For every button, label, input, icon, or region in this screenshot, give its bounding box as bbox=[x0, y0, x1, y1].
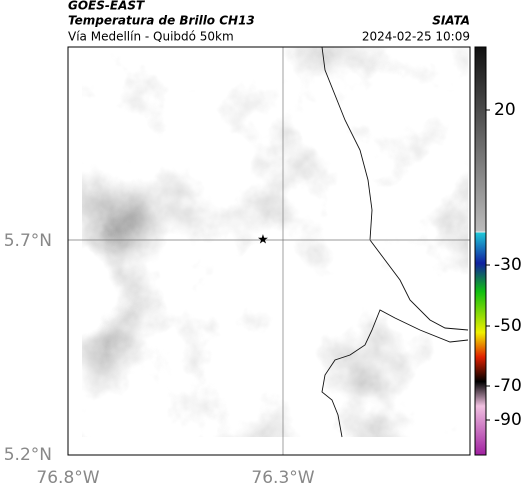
subtitle: Vía Medellín - Quibdó 50km bbox=[68, 30, 234, 44]
lon-label: 76.8°W bbox=[36, 468, 99, 488]
border bbox=[321, 46, 469, 331]
colorbar bbox=[474, 46, 487, 456]
colorbar-tick-label: -70 bbox=[494, 376, 522, 396]
colorbar-tick-label: -90 bbox=[494, 410, 522, 430]
lat-label: 5.2°N bbox=[4, 445, 52, 465]
agency: SIATA bbox=[432, 14, 470, 28]
lon-label: 76.3°W bbox=[251, 468, 314, 488]
lat-label: 5.7°N bbox=[4, 231, 52, 251]
colorbar-tick-label: 20 bbox=[494, 100, 516, 120]
map-frame bbox=[67, 46, 471, 456]
coastline bbox=[321, 309, 469, 438]
satellite-image bbox=[82, 47, 468, 437]
colorbar-tick-label: -50 bbox=[494, 316, 522, 336]
title: Temperatura de Brillo CH13 bbox=[68, 14, 255, 28]
location-star: ★ bbox=[257, 233, 269, 248]
colorbar-tick-label: -30 bbox=[494, 255, 522, 275]
datetime: 2024-02-25 10:09 bbox=[362, 30, 470, 44]
source: GOES-EAST bbox=[68, 0, 145, 13]
